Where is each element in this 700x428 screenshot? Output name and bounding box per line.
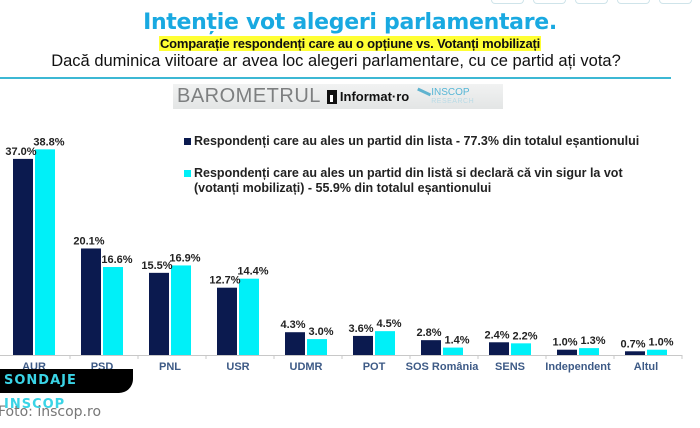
sondaje-badge: SONDAJE INSCOP (0, 369, 133, 412)
barometru-logo: BAROMETRUL (177, 85, 321, 107)
inscop-logo-subtext: RESEARCH (431, 97, 475, 105)
chart-subtitle: Comparație respondenți care au o opțiune… (158, 36, 542, 51)
informat-logo-text: Informat·ro (339, 89, 410, 104)
value-label: 1.0% (648, 337, 673, 349)
x-tick-label: POT (363, 361, 386, 373)
legend-item-series-2: Respondenți care au ales un partid din l… (184, 166, 639, 196)
bar-pnl-series-2 (171, 265, 191, 355)
top-toolbar (491, 0, 692, 4)
value-label: 16.9% (169, 252, 200, 264)
value-label: 2.4% (484, 329, 509, 341)
inscop-logo: INSCOP RESEARCH (413, 86, 475, 106)
chart-title: Intenție vot alegeri parlamentare. (143, 10, 557, 35)
value-label: 2.8% (416, 327, 441, 339)
value-label: 4.3% (280, 319, 305, 331)
x-tick-label: SOS România (406, 361, 480, 373)
bar-aur-series-1 (13, 158, 33, 355)
x-tick-label: UDMR (290, 361, 323, 373)
value-label: 1.4% (444, 335, 469, 347)
photo-credit: Foto: inscop.ro (0, 404, 102, 420)
x-tick-label: PNL (159, 361, 181, 373)
bar-pot-series-1 (353, 335, 373, 355)
value-label: 1.0% (552, 337, 577, 349)
bar-independent-series-2 (579, 348, 599, 355)
survey-question: Dacă duminica viitoare ar avea loc alege… (51, 52, 621, 70)
bar-aur-series-2 (35, 149, 55, 355)
bar-usr-series-1 (217, 287, 237, 355)
value-label: 20.1% (73, 235, 104, 247)
divider (0, 77, 671, 79)
informat-logo: Informat·ro (326, 89, 410, 104)
value-label: 3.0% (308, 326, 333, 338)
bar-altul-series-1 (625, 351, 645, 355)
value-label: 38.8% (33, 136, 64, 148)
x-tick-label: SENS (495, 361, 525, 373)
bar-sens-series-2 (511, 343, 531, 355)
bar-psd-series-2 (103, 267, 123, 355)
bar-independent-series-1 (557, 349, 577, 355)
legend-label: Respondenți care au ales un partid din l… (194, 166, 623, 180)
value-label: 2.2% (512, 330, 537, 342)
bar-pnl-series-1 (149, 272, 169, 355)
bar-psd-series-1 (81, 248, 101, 355)
legend-label-cont: (votanți mobilizați) - 55.9% din totalul… (194, 181, 492, 195)
value-label: 37.0% (5, 146, 36, 158)
legend-label: Respondenți care au ales un partid din l… (194, 134, 640, 148)
legend-swatch-dark (184, 138, 191, 145)
value-label: 3.6% (348, 323, 373, 335)
bar-udmr-series-1 (285, 332, 305, 355)
bar-sos-românia-series-1 (421, 340, 441, 355)
bar-altul-series-2 (647, 349, 667, 355)
bar-sos-românia-series-2 (443, 347, 463, 355)
logo-strip: BAROMETRUL Informat·ro INSCOP RESEARCH (173, 84, 503, 109)
value-label: 16.6% (101, 254, 132, 266)
inscop-logo-text: INSCOP (431, 86, 470, 98)
bar-sens-series-1 (489, 342, 509, 355)
value-label: 4.5% (376, 318, 401, 330)
chart-subtitle-wrap: Comparație respondenți care au o opțiune… (0, 35, 700, 53)
value-label: 0.7% (620, 338, 645, 350)
x-tick-label: USR (226, 361, 249, 373)
value-label: 15.5% (141, 260, 172, 272)
x-tick-label: Altul (634, 361, 658, 373)
bar-usr-series-2 (239, 278, 259, 355)
x-tick-label: Independent (545, 361, 611, 373)
legend-item-series-1: Respondenți care au ales un partid din l… (184, 134, 639, 149)
legend-swatch-cyan (184, 170, 191, 177)
value-label: 12.7% (209, 275, 240, 287)
value-label: 14.4% (237, 266, 268, 278)
informat-icon (326, 89, 337, 104)
value-label: 1.3% (580, 335, 605, 347)
chart-legend: Respondenți care au ales un partid din l… (184, 134, 639, 213)
bar-udmr-series-2 (307, 339, 327, 355)
bar-pot-series-2 (375, 331, 395, 355)
